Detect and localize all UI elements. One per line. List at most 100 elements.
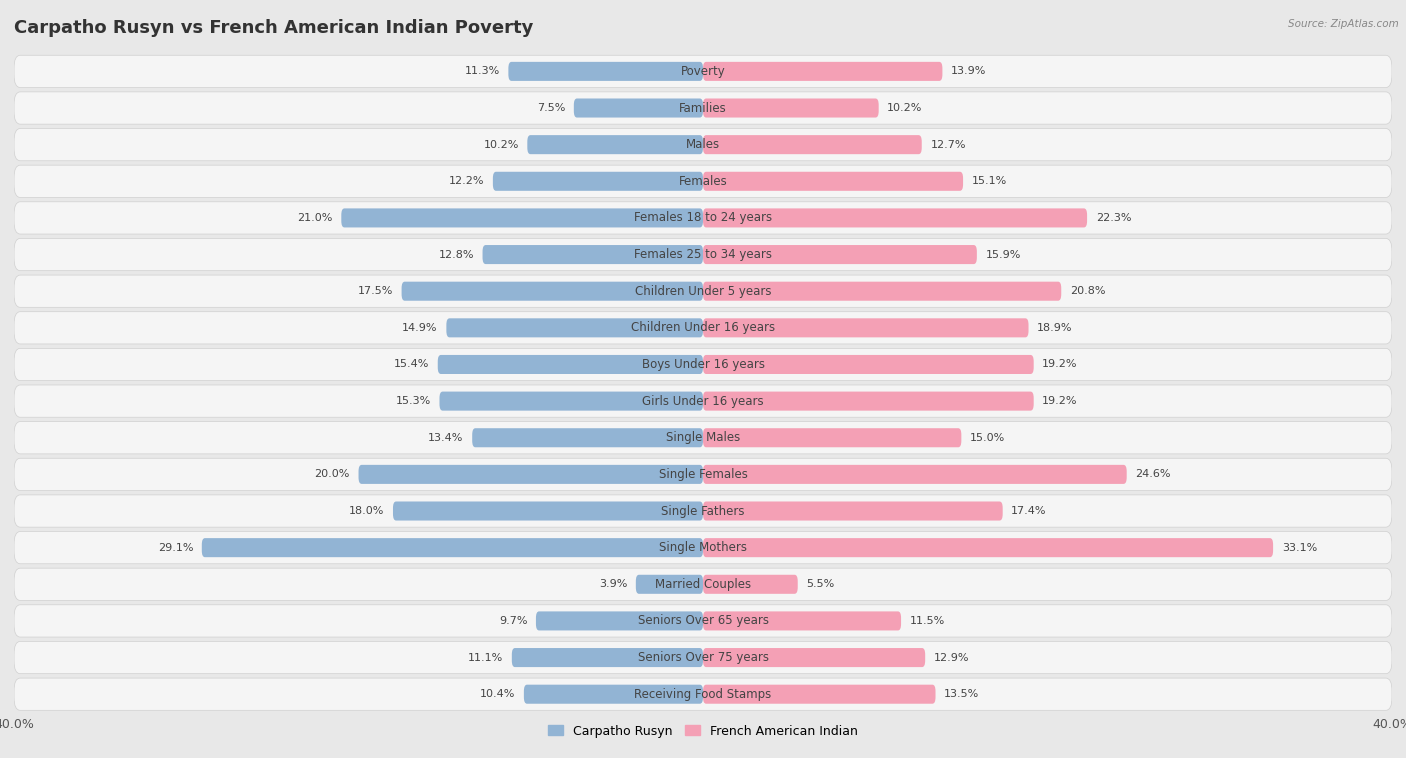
FancyBboxPatch shape: [703, 208, 1087, 227]
FancyBboxPatch shape: [703, 99, 879, 117]
Text: 22.3%: 22.3%: [1095, 213, 1132, 223]
Text: 13.5%: 13.5%: [945, 689, 980, 699]
FancyBboxPatch shape: [703, 355, 1033, 374]
FancyBboxPatch shape: [703, 502, 1002, 521]
FancyBboxPatch shape: [14, 531, 1392, 564]
Text: 15.9%: 15.9%: [986, 249, 1021, 259]
FancyBboxPatch shape: [574, 99, 703, 117]
Text: 15.4%: 15.4%: [394, 359, 429, 369]
FancyBboxPatch shape: [512, 648, 703, 667]
Text: 10.2%: 10.2%: [887, 103, 922, 113]
FancyBboxPatch shape: [202, 538, 703, 557]
Text: 20.8%: 20.8%: [1070, 287, 1105, 296]
FancyBboxPatch shape: [402, 282, 703, 301]
FancyBboxPatch shape: [703, 318, 1029, 337]
FancyBboxPatch shape: [14, 239, 1392, 271]
Text: Girls Under 16 years: Girls Under 16 years: [643, 395, 763, 408]
Text: 15.0%: 15.0%: [970, 433, 1005, 443]
Text: Children Under 16 years: Children Under 16 years: [631, 321, 775, 334]
FancyBboxPatch shape: [703, 575, 797, 594]
Text: 12.7%: 12.7%: [931, 139, 966, 149]
Text: Receiving Food Stamps: Receiving Food Stamps: [634, 688, 772, 700]
Text: Married Couples: Married Couples: [655, 578, 751, 590]
Text: Boys Under 16 years: Boys Under 16 years: [641, 358, 765, 371]
FancyBboxPatch shape: [14, 641, 1392, 674]
FancyBboxPatch shape: [703, 62, 942, 81]
Text: 7.5%: 7.5%: [537, 103, 565, 113]
FancyBboxPatch shape: [359, 465, 703, 484]
Text: 10.2%: 10.2%: [484, 139, 519, 149]
FancyBboxPatch shape: [14, 605, 1392, 637]
Text: 13.4%: 13.4%: [429, 433, 464, 443]
Text: 12.9%: 12.9%: [934, 653, 969, 662]
FancyBboxPatch shape: [527, 135, 703, 154]
Text: 17.4%: 17.4%: [1011, 506, 1047, 516]
Text: Females: Females: [679, 175, 727, 188]
Text: Single Males: Single Males: [666, 431, 740, 444]
FancyBboxPatch shape: [703, 392, 1033, 411]
FancyBboxPatch shape: [14, 55, 1392, 87]
FancyBboxPatch shape: [703, 428, 962, 447]
Text: 19.2%: 19.2%: [1042, 359, 1078, 369]
FancyBboxPatch shape: [703, 465, 1126, 484]
FancyBboxPatch shape: [703, 612, 901, 631]
Text: 18.9%: 18.9%: [1038, 323, 1073, 333]
FancyBboxPatch shape: [440, 392, 703, 411]
Text: 15.1%: 15.1%: [972, 177, 1007, 186]
Text: 11.1%: 11.1%: [468, 653, 503, 662]
FancyBboxPatch shape: [14, 678, 1392, 710]
Text: 15.3%: 15.3%: [395, 396, 430, 406]
Text: Families: Families: [679, 102, 727, 114]
FancyBboxPatch shape: [703, 282, 1062, 301]
FancyBboxPatch shape: [703, 538, 1272, 557]
Text: 5.5%: 5.5%: [807, 579, 835, 589]
FancyBboxPatch shape: [437, 355, 703, 374]
Text: 21.0%: 21.0%: [297, 213, 333, 223]
Text: Source: ZipAtlas.com: Source: ZipAtlas.com: [1288, 19, 1399, 29]
Text: Single Females: Single Females: [658, 468, 748, 481]
FancyBboxPatch shape: [14, 202, 1392, 234]
FancyBboxPatch shape: [14, 129, 1392, 161]
Text: 19.2%: 19.2%: [1042, 396, 1078, 406]
Text: 10.4%: 10.4%: [479, 689, 515, 699]
Text: 11.3%: 11.3%: [464, 67, 499, 77]
Text: Single Fathers: Single Fathers: [661, 505, 745, 518]
FancyBboxPatch shape: [14, 92, 1392, 124]
Text: 11.5%: 11.5%: [910, 616, 945, 626]
FancyBboxPatch shape: [14, 275, 1392, 307]
FancyBboxPatch shape: [392, 502, 703, 521]
FancyBboxPatch shape: [14, 165, 1392, 197]
Text: 3.9%: 3.9%: [599, 579, 627, 589]
Text: 12.2%: 12.2%: [449, 177, 484, 186]
Text: 17.5%: 17.5%: [357, 287, 392, 296]
FancyBboxPatch shape: [14, 312, 1392, 344]
FancyBboxPatch shape: [14, 495, 1392, 527]
FancyBboxPatch shape: [703, 684, 935, 703]
FancyBboxPatch shape: [446, 318, 703, 337]
Text: Poverty: Poverty: [681, 65, 725, 78]
Text: 33.1%: 33.1%: [1282, 543, 1317, 553]
FancyBboxPatch shape: [342, 208, 703, 227]
Text: Females 25 to 34 years: Females 25 to 34 years: [634, 248, 772, 261]
Legend: Carpatho Rusyn, French American Indian: Carpatho Rusyn, French American Indian: [543, 719, 863, 743]
FancyBboxPatch shape: [703, 135, 922, 154]
Text: Females 18 to 24 years: Females 18 to 24 years: [634, 211, 772, 224]
FancyBboxPatch shape: [14, 568, 1392, 600]
FancyBboxPatch shape: [509, 62, 703, 81]
FancyBboxPatch shape: [703, 245, 977, 264]
FancyBboxPatch shape: [14, 421, 1392, 454]
Text: 24.6%: 24.6%: [1135, 469, 1171, 479]
Text: Males: Males: [686, 138, 720, 151]
FancyBboxPatch shape: [14, 349, 1392, 381]
Text: Single Mothers: Single Mothers: [659, 541, 747, 554]
FancyBboxPatch shape: [536, 612, 703, 631]
Text: Seniors Over 75 years: Seniors Over 75 years: [637, 651, 769, 664]
FancyBboxPatch shape: [482, 245, 703, 264]
FancyBboxPatch shape: [14, 385, 1392, 417]
FancyBboxPatch shape: [472, 428, 703, 447]
FancyBboxPatch shape: [703, 172, 963, 191]
Text: 12.8%: 12.8%: [439, 249, 474, 259]
Text: Children Under 5 years: Children Under 5 years: [634, 285, 772, 298]
Text: Seniors Over 65 years: Seniors Over 65 years: [637, 615, 769, 628]
FancyBboxPatch shape: [524, 684, 703, 703]
